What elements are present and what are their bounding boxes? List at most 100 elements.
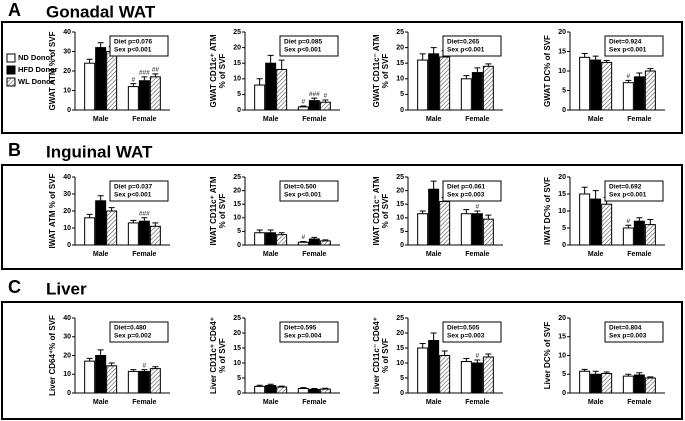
significance-marker: # bbox=[143, 362, 147, 369]
y-tick-label: 10 bbox=[233, 76, 241, 83]
error-bar bbox=[463, 209, 470, 214]
bar bbox=[428, 188, 440, 246]
error-bar bbox=[322, 239, 329, 241]
error-bar bbox=[647, 219, 654, 225]
legend-label: HFD Donor bbox=[18, 65, 58, 74]
y-axis-label: Liver CD11c⁺ CD64⁺ bbox=[209, 317, 218, 394]
stats-text: Diet=0.480 bbox=[114, 325, 147, 332]
significance-marker: ### bbox=[309, 91, 320, 98]
stats-text: Diet=0.692 bbox=[609, 184, 642, 191]
bar bbox=[590, 373, 602, 394]
error-bar bbox=[474, 359, 481, 363]
error-bar bbox=[86, 213, 93, 218]
x-tick-label: Female bbox=[627, 251, 651, 258]
significance-marker: ### bbox=[139, 70, 150, 77]
legend-swatch bbox=[6, 65, 16, 75]
y-tick-label: 20 bbox=[233, 187, 241, 194]
bar bbox=[417, 213, 429, 246]
y-tick-label: 0 bbox=[237, 390, 241, 397]
y-tick-label: 15 bbox=[233, 60, 241, 67]
y-axis-label: GWAT DC% of SVF bbox=[543, 35, 552, 107]
y-tick-label: 40 bbox=[63, 29, 71, 36]
error-bar bbox=[419, 53, 426, 61]
stats-box bbox=[279, 180, 339, 202]
error-bar bbox=[463, 75, 470, 79]
significance-marker: # bbox=[302, 234, 306, 241]
y-axis-label: GWAT ATM % of SVF bbox=[48, 31, 57, 110]
y-axis-label: GWAT CD11c⁺ ATM bbox=[209, 34, 218, 107]
x-tick-label: Female bbox=[302, 251, 326, 258]
stats-text: Sex p=0.003 bbox=[447, 192, 485, 199]
bar bbox=[460, 361, 472, 394]
y-tick-label: 0 bbox=[67, 390, 71, 397]
error-bar bbox=[256, 229, 263, 233]
y-tick-label: 20 bbox=[233, 44, 241, 51]
x-tick-label: Female bbox=[627, 399, 651, 406]
bar bbox=[254, 232, 266, 246]
y-tick-label: 5 bbox=[400, 228, 404, 235]
y-axis-label: IWAT CD11c⁺ ATM bbox=[209, 176, 218, 245]
stats-box bbox=[279, 321, 339, 343]
x-tick-label: Male bbox=[93, 116, 109, 123]
bar bbox=[579, 370, 591, 394]
panel-box bbox=[1, 21, 683, 134]
y-tick-label: 10 bbox=[63, 87, 71, 94]
bar bbox=[319, 388, 331, 394]
error-bar bbox=[474, 67, 481, 73]
bar bbox=[622, 375, 634, 394]
y-tick-label: 0 bbox=[400, 390, 404, 397]
x-tick-label: Male bbox=[426, 116, 442, 123]
bar bbox=[622, 82, 634, 111]
panel-title: Liver bbox=[46, 279, 87, 298]
y-tick-label: 30 bbox=[63, 334, 71, 341]
stats-box bbox=[109, 35, 169, 57]
error-bar bbox=[141, 369, 148, 372]
error-bar bbox=[267, 229, 274, 233]
bar bbox=[460, 78, 472, 111]
error-bar bbox=[267, 383, 274, 386]
stats-text: Diet=0.595 bbox=[284, 325, 317, 332]
bar bbox=[297, 106, 309, 111]
error-bar bbox=[485, 353, 492, 357]
error-bar bbox=[97, 195, 104, 201]
stats-text: Sex p<0.001 bbox=[447, 47, 485, 54]
y-tick-label: 20 bbox=[396, 187, 404, 194]
bar bbox=[149, 368, 161, 394]
x-tick-label: Male bbox=[263, 399, 279, 406]
y-tick-label: 5 bbox=[400, 375, 404, 382]
y-tick-label: 15 bbox=[233, 345, 241, 352]
y-tick-label: 10 bbox=[233, 360, 241, 367]
y-tick-label: 20 bbox=[63, 208, 71, 215]
bar bbox=[601, 203, 613, 246]
error-bar bbox=[311, 236, 318, 240]
panel-label: A bbox=[8, 0, 21, 20]
stats-text: Diet p=0.061 bbox=[447, 184, 486, 191]
x-tick-label: Female bbox=[627, 116, 651, 123]
error-bar bbox=[322, 99, 329, 103]
error-bar bbox=[419, 210, 426, 214]
y-axis-label: Liver CD64⁺% of SVF bbox=[48, 315, 57, 396]
y-tick-label: 15 bbox=[558, 334, 566, 341]
error-bar bbox=[430, 47, 437, 54]
y-tick-label: 15 bbox=[396, 201, 404, 208]
stats-text: Diet p=0.085 bbox=[284, 39, 323, 46]
stats-text: Sex p=0.003 bbox=[609, 333, 647, 340]
error-bar bbox=[97, 349, 104, 356]
bar bbox=[276, 386, 288, 394]
x-tick-label: Female bbox=[132, 399, 156, 406]
y-tick-label: 0 bbox=[237, 242, 241, 249]
y-tick-label: 15 bbox=[233, 201, 241, 208]
panel-label: C bbox=[8, 277, 21, 297]
y-tick-label: 10 bbox=[396, 360, 404, 367]
x-tick-label: Male bbox=[263, 116, 279, 123]
stats-text: Diet=0.500 bbox=[284, 184, 317, 191]
error-bar bbox=[152, 73, 159, 77]
x-tick-label: Female bbox=[302, 116, 326, 123]
legend-label: ND Donor bbox=[18, 53, 53, 62]
significance-marker: # bbox=[302, 99, 306, 106]
y-tick-label: 10 bbox=[63, 225, 71, 232]
bar bbox=[633, 220, 645, 246]
bar bbox=[127, 222, 139, 246]
error-bar bbox=[141, 217, 148, 222]
